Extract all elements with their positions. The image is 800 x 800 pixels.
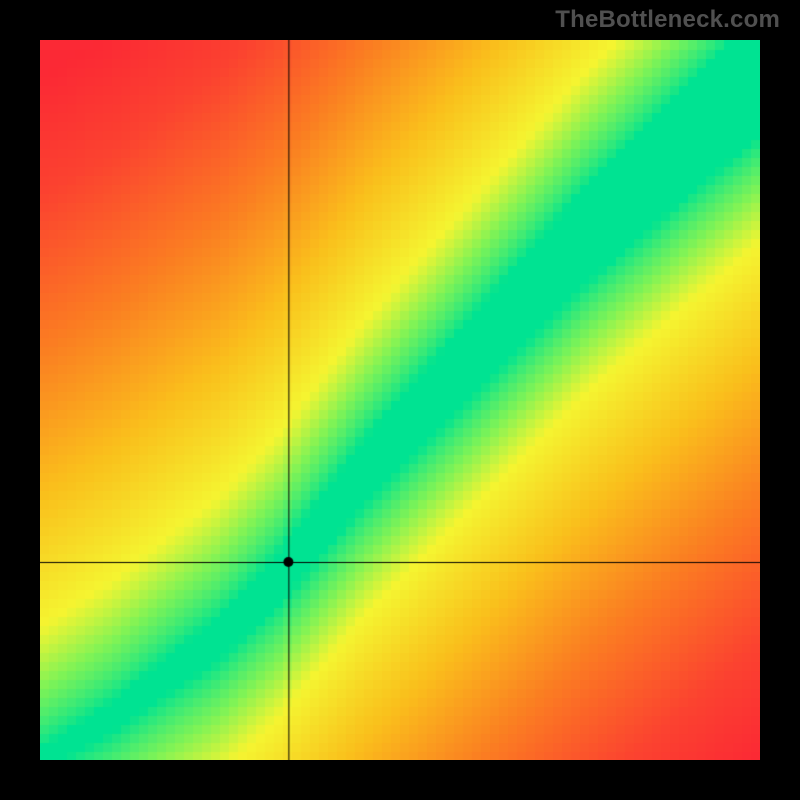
heatmap-canvas [40,40,760,760]
watermark-text: TheBottleneck.com [555,6,780,34]
chart-container: TheBottleneck.com [0,0,800,800]
